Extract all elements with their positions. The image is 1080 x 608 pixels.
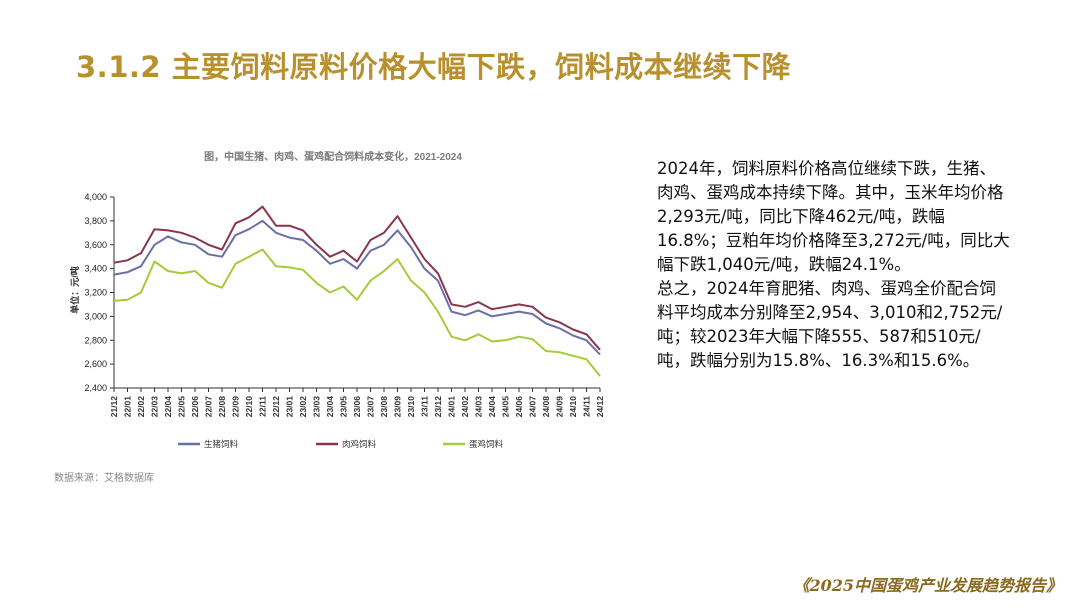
x-tick-label: 22/05 [177, 396, 187, 418]
x-tick-label: 24/06 [514, 396, 524, 418]
x-tick-label: 22/01 [123, 396, 133, 418]
x-tick-label: 24/07 [528, 396, 538, 418]
x-tick-label: 22/09 [231, 396, 241, 418]
axes [113, 197, 600, 389]
x-tick-label: 22/10 [244, 396, 254, 418]
line-chart: 图，中国生猪、肉鸡、蛋鸡配合饲料成本变化，2021-2024 单位：元/吨 4,… [69, 150, 605, 449]
x-tick-label: 23/12 [433, 396, 443, 418]
x-tick-label: 23/04 [325, 396, 335, 418]
page-title: 3.1.2 主要饲料原料价格大幅下跌，饲料成本继续下降 [76, 50, 792, 84]
x-tick-label: 22/04 [163, 396, 173, 418]
x-ticks: 21/12 22/01 22/02 22/03 22/04 22/05 22/06 22/07… [109, 388, 605, 417]
x-tick-label: 23/02 [298, 396, 308, 418]
y-tick-label: 2,600 [84, 359, 107, 369]
x-tick-label: 22/07 [204, 396, 214, 418]
y-axis-label: 单位：元/吨 [69, 266, 80, 314]
x-tick-label: 24/12 [595, 396, 605, 418]
y-tick-label: 3,400 [84, 264, 107, 274]
series-line [113, 219, 601, 356]
x-tick-label: 24/03 [474, 396, 484, 418]
x-tick-label: 23/05 [339, 396, 349, 418]
x-tick-label: 24/11 [582, 396, 592, 417]
y-tick-label: 3,200 [84, 288, 107, 298]
series-line [113, 248, 601, 377]
paragraph-2: 总之，2024年育肥猪、肉鸡、蛋鸡全价配合饲料平均成本分别降至2,954、3,0… [657, 279, 1003, 370]
x-tick-label: 22/03 [150, 396, 160, 418]
x-tick-label: 23/03 [312, 396, 322, 418]
x-tick-label: 24/04 [487, 396, 497, 418]
y-tick-label: 2,400 [84, 383, 107, 393]
x-tick-label: 23/07 [366, 396, 376, 418]
x-tick-label: 23/01 [285, 396, 295, 418]
chart-container: 图，中国生猪、肉鸡、蛋鸡配合饲料成本变化，2021-2024 单位：元/吨 4,… [48, 140, 618, 485]
x-tick-label: 23/08 [379, 396, 389, 418]
x-tick-label: 22/02 [136, 396, 146, 418]
legend: 生猪饲料 肉鸡饲料 蛋鸡饲料 [178, 439, 504, 449]
footer-report-title: 《2025中国蛋鸡产业发展趋势报告》 [793, 576, 1062, 595]
x-tick-label: 22/11 [258, 396, 268, 417]
x-tick-label: 24/05 [501, 396, 511, 418]
y-tick-label: 3,600 [84, 240, 107, 250]
paragraph-1: 2024年，饲料原料价格高位继续下跌，生猪、肉鸡、蛋鸡成本持续下降。其中，玉米年… [657, 159, 1010, 274]
x-tick-label: 24/02 [460, 396, 470, 418]
source-note: 数据来源：艾格数据库 [54, 473, 154, 484]
body-text: 2024年，饲料原料价格高位继续下跌，生猪、肉鸡、蛋鸡成本持续下降。其中，玉米年… [657, 157, 1012, 373]
series-line [113, 205, 601, 351]
x-tick-label: 24/01 [447, 396, 457, 418]
x-tick-label: 24/09 [555, 396, 565, 418]
y-tick-label: 3,000 [84, 311, 107, 321]
legend-label: 肉鸡饲料 [342, 439, 377, 449]
x-tick-label: 23/09 [393, 396, 403, 418]
y-tick-label: 4,000 [84, 192, 107, 202]
legend-label: 蛋鸡饲料 [469, 439, 504, 449]
x-tick-label: 22/08 [217, 396, 227, 418]
x-tick-label: 24/10 [568, 396, 578, 418]
x-tick-label: 22/06 [190, 396, 200, 418]
legend-label: 生猪饲料 [204, 439, 239, 449]
x-tick-label: 22/12 [271, 396, 281, 418]
x-tick-label: 23/10 [406, 396, 416, 418]
x-tick-label: 23/11 [420, 396, 430, 417]
x-tick-label: 24/08 [541, 396, 551, 418]
chart-title: 图，中国生猪、肉鸡、蛋鸡配合饲料成本变化，2021-2024 [204, 150, 462, 163]
y-tick-label: 2,800 [84, 335, 107, 345]
x-tick-label: 23/06 [352, 396, 362, 418]
x-tick-label: 21/12 [109, 396, 119, 418]
y-ticks: 4,000 3,800 3,600 3,400 3,200 3,000 2,800 2,600… [84, 192, 114, 393]
series-lines [113, 205, 601, 377]
y-tick-label: 3,800 [84, 216, 107, 226]
